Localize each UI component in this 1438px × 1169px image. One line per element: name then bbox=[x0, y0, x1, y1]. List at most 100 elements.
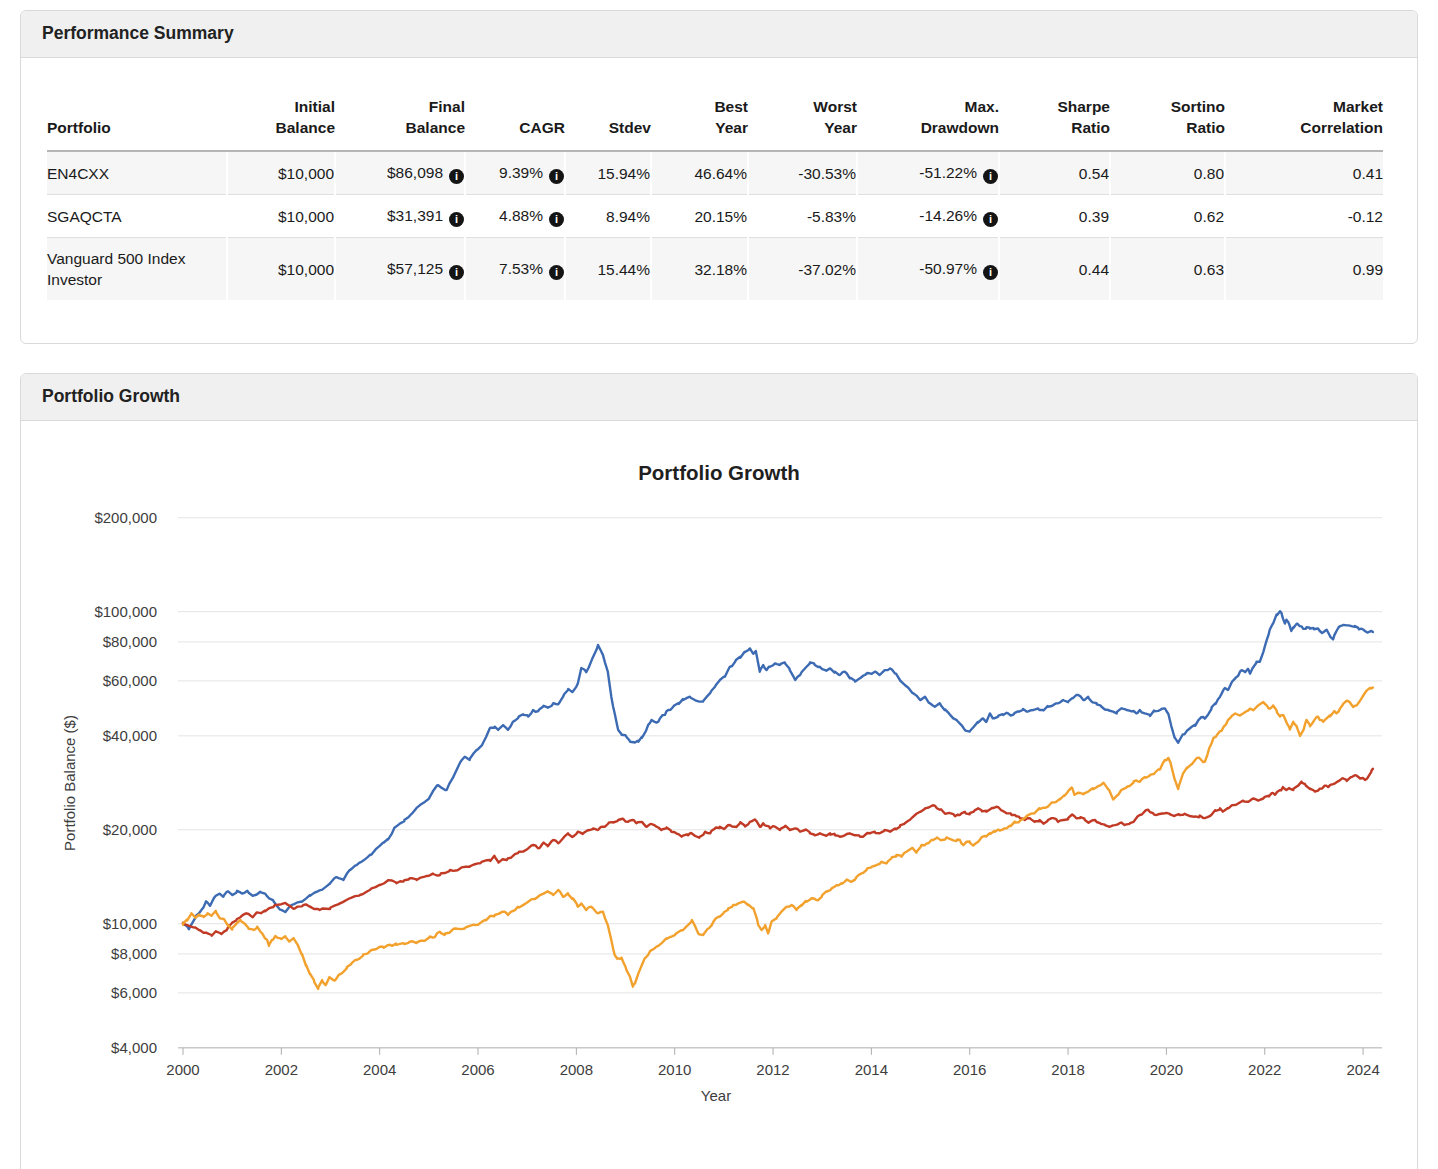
y-tick-label: $10,000 bbox=[103, 915, 157, 932]
cell-portfolio: Vanguard 500 Index Investor bbox=[47, 238, 227, 301]
cell-value: $10,000 bbox=[278, 208, 334, 225]
y-tick-label: $80,000 bbox=[103, 633, 157, 650]
cell-initial_balance: $10,000 bbox=[227, 151, 335, 195]
cell-value: Vanguard 500 Index Investor bbox=[47, 250, 185, 288]
cell-value: 7.53% bbox=[499, 260, 543, 277]
cell-value: 46.64% bbox=[694, 165, 747, 182]
x-tick-label: 2010 bbox=[658, 1061, 691, 1078]
info-icon[interactable]: i bbox=[983, 169, 998, 184]
cell-value: $31,391 bbox=[387, 207, 443, 224]
cell-value: 32.18% bbox=[694, 261, 747, 278]
column-header-sharpe_ratio: SharpeRatio bbox=[999, 88, 1110, 151]
column-header-cagr: CAGR bbox=[465, 88, 565, 151]
cell-sortino_ratio: 0.62 bbox=[1110, 195, 1225, 238]
column-header-market_correlation: MarketCorrelation bbox=[1225, 88, 1383, 151]
column-header-initial_balance: InitialBalance bbox=[227, 88, 335, 151]
cell-value: 0.99 bbox=[1353, 261, 1383, 278]
y-tick-label: $40,000 bbox=[103, 727, 157, 744]
column-header-stdev: Stdev bbox=[565, 88, 651, 151]
cell-worst_year: -5.83% bbox=[748, 195, 857, 238]
series-line-en4cxx bbox=[183, 611, 1373, 929]
y-axis-title: Portfolio Balance ($) bbox=[61, 715, 78, 851]
cell-best_year: 20.15% bbox=[651, 195, 748, 238]
cell-market_correlation: 0.99 bbox=[1225, 238, 1383, 301]
x-tick-label: 2016 bbox=[953, 1061, 986, 1078]
cell-value: 0.44 bbox=[1079, 261, 1109, 278]
y-tick-label: $100,000 bbox=[94, 603, 157, 620]
x-tick-label: 2022 bbox=[1248, 1061, 1281, 1078]
portfolio-growth-title: Portfolio Growth bbox=[21, 374, 1417, 421]
cell-worst_year: -37.02% bbox=[748, 238, 857, 301]
cell-cagr: 7.53% i bbox=[465, 238, 565, 301]
cell-value: 4.88% bbox=[499, 207, 543, 224]
cell-worst_year: -30.53% bbox=[748, 151, 857, 195]
info-icon[interactable]: i bbox=[549, 265, 564, 280]
cell-value: 0.39 bbox=[1079, 208, 1109, 225]
column-header-max_drawdown: Max.Drawdown bbox=[857, 88, 999, 151]
x-tick-label: 2002 bbox=[265, 1061, 298, 1078]
cell-value: $86,098 bbox=[387, 164, 443, 181]
cell-best_year: 46.64% bbox=[651, 151, 748, 195]
cell-value: -30.53% bbox=[798, 165, 856, 182]
cell-value: EN4CXX bbox=[47, 165, 109, 182]
cell-value: 15.94% bbox=[597, 165, 650, 182]
series-line-vanguard-500-index-investor bbox=[183, 688, 1373, 989]
cell-value: SGAQCTA bbox=[47, 208, 122, 225]
performance-summary-title: Performance Summary bbox=[21, 11, 1417, 58]
column-header-worst_year: WorstYear bbox=[748, 88, 857, 151]
cell-value: -51.22% bbox=[919, 164, 977, 181]
x-tick-label: 2006 bbox=[461, 1061, 494, 1078]
cell-value: -14.26% bbox=[919, 207, 977, 224]
y-tick-label: $8,000 bbox=[111, 945, 157, 962]
cell-market_correlation: 0.41 bbox=[1225, 151, 1383, 195]
cell-final_balance: $31,391 i bbox=[335, 195, 465, 238]
cell-max_drawdown: -14.26% i bbox=[857, 195, 999, 238]
x-tick-label: 2000 bbox=[166, 1061, 199, 1078]
info-icon[interactable]: i bbox=[983, 265, 998, 280]
x-tick-label: 2008 bbox=[560, 1061, 593, 1078]
y-tick-label: $4,000 bbox=[111, 1039, 157, 1056]
column-header-sortino_ratio: SortinoRatio bbox=[1110, 88, 1225, 151]
x-axis-title: Year bbox=[701, 1087, 731, 1104]
cell-max_drawdown: -51.22% i bbox=[857, 151, 999, 195]
column-header-best_year: BestYear bbox=[651, 88, 748, 151]
info-icon[interactable]: i bbox=[549, 212, 564, 227]
series-line-sgaqcta bbox=[183, 769, 1373, 936]
cell-value: 0.41 bbox=[1353, 165, 1383, 182]
table-row: Vanguard 500 Index Investor $10,000 $57,12… bbox=[47, 238, 1383, 301]
cell-final_balance: $86,098 i bbox=[335, 151, 465, 195]
info-icon[interactable]: i bbox=[549, 169, 564, 184]
cell-sharpe_ratio: 0.44 bbox=[999, 238, 1110, 301]
info-icon[interactable]: i bbox=[449, 265, 464, 280]
cell-value: -37.02% bbox=[798, 261, 856, 278]
cell-value: 0.62 bbox=[1194, 208, 1224, 225]
cell-stdev: 15.44% bbox=[565, 238, 651, 301]
cell-value: $57,125 bbox=[387, 260, 443, 277]
info-icon[interactable]: i bbox=[983, 212, 998, 227]
info-icon[interactable]: i bbox=[449, 212, 464, 227]
x-tick-label: 2018 bbox=[1051, 1061, 1084, 1078]
cell-value: $10,000 bbox=[278, 165, 334, 182]
cell-market_correlation: -0.12 bbox=[1225, 195, 1383, 238]
performance-summary-card: Performance Summary PortfolioInitialBala… bbox=[20, 10, 1418, 344]
cell-sortino_ratio: 0.63 bbox=[1110, 238, 1225, 301]
y-tick-label: $60,000 bbox=[103, 672, 157, 689]
x-tick-label: 2014 bbox=[855, 1061, 888, 1078]
cell-sortino_ratio: 0.80 bbox=[1110, 151, 1225, 195]
cell-value: -0.12 bbox=[1348, 208, 1383, 225]
cell-portfolio: SGAQCTA bbox=[47, 195, 227, 238]
cell-cagr: 9.39%i bbox=[465, 151, 565, 195]
info-icon[interactable]: i bbox=[449, 169, 464, 184]
cell-initial_balance: $10,000 bbox=[227, 195, 335, 238]
column-header-portfolio: Portfolio bbox=[47, 88, 227, 151]
cell-stdev: 15.94% bbox=[565, 151, 651, 195]
cell-value: 15.44% bbox=[597, 261, 650, 278]
cell-value: $10,000 bbox=[278, 261, 334, 278]
x-tick-label: 2012 bbox=[756, 1061, 789, 1078]
cell-sharpe_ratio: 0.39 bbox=[999, 195, 1110, 238]
cell-best_year: 32.18% bbox=[651, 238, 748, 301]
cell-max_drawdown: -50.97%i bbox=[857, 238, 999, 301]
cell-initial_balance: $10,000 bbox=[227, 238, 335, 301]
portfolio-growth-chart: 2000200220042006200820102012201420162018… bbox=[21, 421, 1417, 1169]
cell-stdev: 8.94% bbox=[565, 195, 651, 238]
